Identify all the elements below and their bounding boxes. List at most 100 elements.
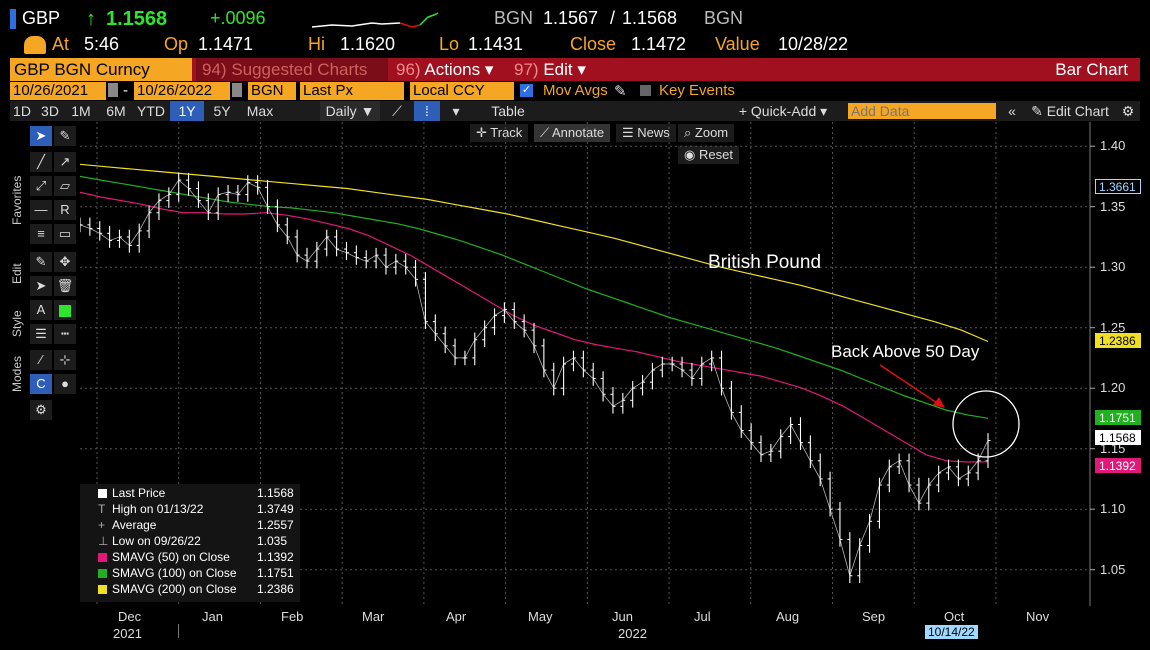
legend-label: Last Price [112,486,166,500]
price-chart[interactable] [80,122,1095,606]
range-button-max[interactable]: Max [246,103,274,119]
crosshair-mode-icon[interactable]: ⁄ [30,350,52,370]
legend-row[interactable]: SMAVG (50) on Close 1.1392 [80,550,300,565]
settings-icon[interactable]: ⚙ [30,400,52,420]
callout-annotation: Back Above 50 Day [831,342,980,361]
y-value-tag: 1.3661 [1095,179,1141,195]
line-weight-icon[interactable]: ☰ [30,324,52,344]
y-value-tag: 1.1392 [1095,457,1141,473]
legend-row[interactable]: T High on 01/13/22 1.3749 [80,502,300,517]
legend-row[interactable]: SMAVG (200) on Close 1.2386 [80,582,300,597]
legend-marker-icon: T [98,502,106,516]
suggested-charts-menu[interactable]: 94) Suggested Charts [196,58,388,81]
collapse-icon[interactable]: « [1008,103,1016,119]
end-date-field[interactable]: 10/26/2022 [134,82,230,100]
mov-avgs-checkbox[interactable]: ✓ [520,84,533,97]
range-button-5y[interactable]: 5Y [213,103,231,119]
legend-row[interactable]: Last Price 1.1568 [80,486,300,501]
legend-value: 1.1751 [257,566,294,580]
side-tab-favorites[interactable]: Favorites [10,175,24,225]
range-button-1y[interactable]: 1Y [170,101,204,121]
calendar-icon[interactable] [108,83,118,97]
range-button-1m[interactable]: 1M [71,103,91,119]
track-button[interactable]: ✛ Track [470,124,529,142]
periodicity-select[interactable]: Daily ▼ [320,101,380,121]
sma-line-100 [80,175,989,419]
actions-menu[interactable]: 96) Actions ▾ [396,60,494,79]
chart-legend[interactable]: Last Price 1.1568 T High on 01/13/22 1.3749 +… [80,484,300,602]
line-style-icon[interactable]: ┅ [54,324,76,344]
x-tick-label: Jun [612,609,633,624]
legend-row[interactable]: + Average 1.2557 [80,518,300,533]
snap-mode-icon[interactable]: C [30,374,52,394]
security-field[interactable]: GBP BGN Curncy [10,58,192,81]
pointer-icon[interactable]: ➤ [30,126,52,146]
annotate-button[interactable]: ⟋ Annotate [534,124,611,142]
source-field[interactable]: BGN [248,82,296,100]
calendar-icon[interactable] [232,83,242,97]
trash-icon[interactable]: 🗑 [54,276,76,296]
open-label: Op [164,34,189,54]
move-icon[interactable]: ✥ [54,252,76,272]
ask: 1.1568 [622,8,678,28]
news-button[interactable]: ☰ News [616,124,676,142]
fibonacci-icon[interactable]: ≡ [30,224,52,244]
currency-select[interactable]: Local CCY [410,82,514,100]
palette-icon[interactable]: ● [54,374,76,394]
gear-icon[interactable]: ⚙ [1121,103,1135,119]
zoom-button[interactable]: ⌕ Zoom [678,124,735,142]
legend-marker-icon: ⊥ [98,534,109,548]
horizontal-line-icon[interactable]: — [30,200,52,220]
pencil-icon[interactable]: ✎ [614,83,627,100]
segment-icon[interactable]: ⤢ [30,176,52,196]
table-button[interactable]: Table [491,103,525,119]
pen-icon[interactable]: ✎ [30,252,52,272]
draw-tool-icon[interactable]: ✎ [54,126,76,146]
bid-source: BGN [494,8,534,28]
bar-chart-icon[interactable]: ⁞ [414,101,440,121]
series-annotation: British Pound [708,252,822,273]
legend-row[interactable]: SMAVG (100) on Close 1.1751 [80,566,300,581]
bid-ask-separator: / [610,8,616,28]
edit-number: 97) [514,60,539,79]
key-events-label: Key Events [659,82,735,99]
x-tick-label: Aug [776,609,800,624]
range-button-6m[interactable]: 6M [106,103,126,119]
cursor-date-tag: 10/14/22 [925,625,978,639]
start-date-field[interactable]: 10/26/2021 [10,82,106,100]
channel-icon[interactable]: ▱ [54,176,76,196]
reset-button[interactable]: ◉ Reset [678,146,739,164]
x-tick-label: Mar [362,609,385,624]
field-select[interactable]: Last Px [300,82,404,100]
rectangle-icon[interactable]: ▭ [54,224,76,244]
chart-type-dropdown-icon[interactable]: ▾ [452,103,460,119]
side-tab-edit[interactable]: Edit [10,263,24,285]
trendline-icon[interactable]: ╱ [30,152,52,172]
annotate-label: Annotate [552,125,605,140]
track-label: Track [490,125,523,140]
retracement-icon[interactable]: R [54,200,76,220]
range-button-3d[interactable]: 3D [41,103,59,119]
side-tab-style[interactable]: Style [10,310,24,338]
range-button-1d[interactable]: 1D [13,103,31,119]
key-events-checkbox[interactable] [640,85,651,96]
add-data-input[interactable] [848,103,996,119]
mov-avgs-label: Mov Avgs [543,82,608,99]
quick-add-button[interactable]: + Quick-Add ▾ [738,103,828,119]
color-swatch-icon[interactable] [54,300,76,320]
line-chart-icon[interactable]: ⟋ [392,103,402,119]
select-icon[interactable]: ➤ [30,276,52,296]
ray-icon[interactable]: ↗ [54,152,76,172]
legend-label: Average [112,518,157,532]
edit-menu[interactable]: 97) Edit ▾ [514,60,586,79]
news-label: News [637,125,670,140]
legend-row[interactable]: ⊥ Low on 09/26/22 1.035 [80,534,300,549]
text-style-icon[interactable]: A [30,300,52,320]
year-separator [178,624,179,638]
magnet-mode-icon[interactable]: ⊹ [54,350,76,370]
range-button-ytd[interactable]: YTD [137,103,165,119]
side-tab-modes[interactable]: Modes [10,355,24,393]
legend-label: High on 01/13/22 [112,502,204,516]
high-value: 1.1620 [340,34,396,54]
edit-chart-button[interactable]: ✎ Edit Chart [1031,103,1109,119]
